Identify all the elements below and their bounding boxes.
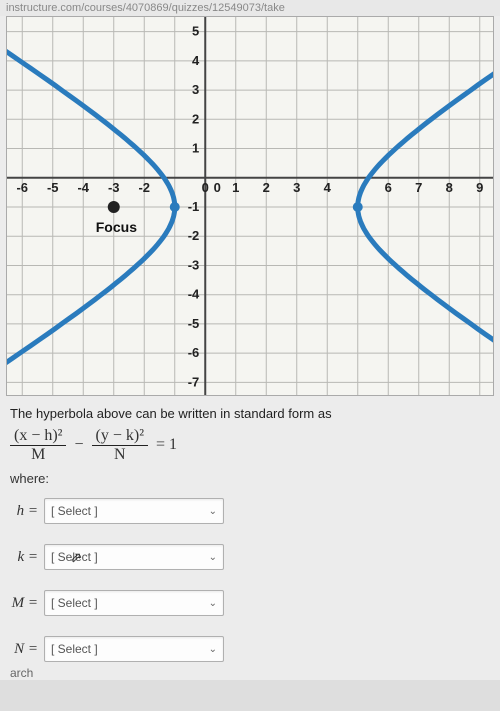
svg-text:4: 4 bbox=[192, 53, 200, 68]
svg-text:7: 7 bbox=[415, 180, 422, 195]
cutoff-text: arch bbox=[6, 666, 494, 680]
select-m[interactable]: [ Select ] ⌄ bbox=[44, 590, 224, 616]
param-label-n: N = bbox=[10, 641, 38, 658]
formula-den2: N bbox=[110, 446, 130, 464]
svg-text:-1: -1 bbox=[188, 199, 200, 214]
svg-text:-4: -4 bbox=[188, 287, 200, 302]
where-label: where: bbox=[10, 471, 490, 486]
formula-num1: (x − h)² bbox=[10, 427, 66, 446]
svg-text:5: 5 bbox=[192, 24, 199, 39]
url-fragment: instructure.com/courses/4070869/quizzes/… bbox=[0, 0, 500, 16]
chevron-down-icon: ⌄ bbox=[209, 506, 217, 517]
svg-text:-3: -3 bbox=[108, 180, 120, 195]
chevron-down-icon: ⌄ bbox=[209, 644, 217, 655]
svg-text:6: 6 bbox=[385, 180, 392, 195]
svg-text:-2: -2 bbox=[138, 180, 150, 195]
svg-text:-5: -5 bbox=[47, 180, 59, 195]
svg-text:9: 9 bbox=[476, 180, 483, 195]
svg-text:-2: -2 bbox=[188, 228, 200, 243]
svg-text:-5: -5 bbox=[188, 316, 200, 331]
param-label-m: M = bbox=[10, 595, 38, 612]
param-row-m: M = [ Select ] ⌄ bbox=[10, 590, 490, 616]
param-row-k: k = [ Select ] ⌄ ⬀ bbox=[10, 544, 490, 570]
param-label-h: h = bbox=[10, 503, 38, 520]
select-n[interactable]: [ Select ] ⌄ bbox=[44, 636, 224, 662]
quiz-content: -6-5-4-3-201234678954321-1-2-3-4-5-6-70 … bbox=[0, 16, 500, 680]
select-h[interactable]: [ Select ] ⌄ bbox=[44, 498, 224, 524]
select-n-placeholder: [ Select ] bbox=[51, 642, 98, 656]
svg-text:-7: -7 bbox=[188, 374, 200, 389]
formula-minus: − bbox=[74, 436, 83, 454]
svg-text:-6: -6 bbox=[188, 345, 200, 360]
svg-text:-6: -6 bbox=[16, 180, 28, 195]
svg-text:2: 2 bbox=[263, 180, 270, 195]
svg-text:-3: -3 bbox=[188, 257, 200, 272]
svg-text:1: 1 bbox=[192, 141, 199, 156]
select-m-placeholder: [ Select ] bbox=[51, 596, 98, 610]
param-label-k: k = bbox=[10, 549, 38, 566]
chevron-down-icon: ⌄ bbox=[209, 598, 217, 609]
svg-text:0: 0 bbox=[214, 180, 221, 195]
formula-den1: M bbox=[27, 446, 49, 464]
question-intro: The hyperbola above can be written in st… bbox=[10, 406, 490, 421]
formula-eq: = 1 bbox=[156, 436, 177, 454]
svg-text:3: 3 bbox=[293, 180, 300, 195]
svg-text:1: 1 bbox=[232, 180, 239, 195]
cursor-icon: ⬀ bbox=[70, 549, 82, 566]
standard-form-formula: (x − h)² M − (y − k)² N = 1 bbox=[10, 427, 490, 463]
graph-svg: -6-5-4-3-201234678954321-1-2-3-4-5-6-70 bbox=[7, 17, 494, 396]
formula-num2: (y − k)² bbox=[92, 427, 148, 446]
param-row-h: h = [ Select ] ⌄ bbox=[10, 498, 490, 524]
svg-text:4: 4 bbox=[324, 180, 332, 195]
chevron-down-icon: ⌄ bbox=[209, 552, 217, 563]
svg-text:2: 2 bbox=[192, 111, 199, 126]
svg-text:0: 0 bbox=[202, 180, 209, 195]
hyperbola-graph: -6-5-4-3-201234678954321-1-2-3-4-5-6-70 … bbox=[6, 16, 494, 396]
select-h-placeholder: [ Select ] bbox=[51, 504, 98, 518]
svg-text:8: 8 bbox=[446, 180, 453, 195]
param-row-n: N = [ Select ] ⌄ bbox=[10, 636, 490, 662]
svg-text:3: 3 bbox=[192, 82, 199, 97]
focus-label: Focus bbox=[96, 219, 137, 235]
svg-text:-4: -4 bbox=[77, 180, 89, 195]
